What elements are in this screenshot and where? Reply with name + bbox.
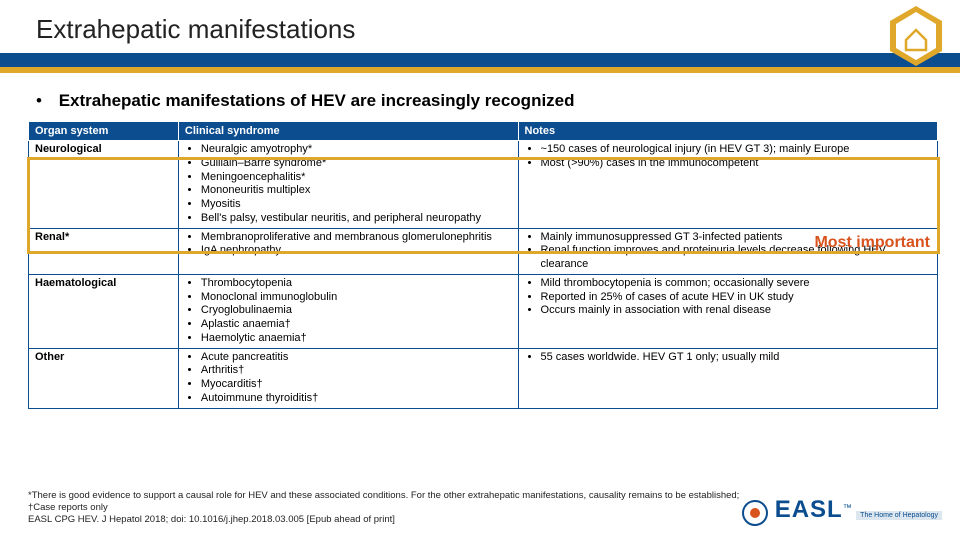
list-item: Monoclonal immunoglobulin: [201, 291, 512, 305]
slide-title-bar: Extrahepatic manifestations: [0, 0, 960, 53]
list-item: Most (>90%) cases in the immunocompetent: [541, 157, 931, 171]
list-item: Neuralgic amyotrophy*: [201, 143, 512, 157]
logo-tagline: The Home of Hepatology: [856, 511, 942, 520]
logo-text: EASL: [775, 496, 843, 523]
organ-cell: Renal*: [29, 228, 179, 274]
list-item: 55 cases worldwide. HEV GT 1 only; usual…: [541, 351, 931, 365]
easl-logo: EASL™ The Home of Hepatology: [740, 496, 942, 528]
list-item: ~150 cases of neurological injury (in HE…: [541, 143, 931, 157]
footnote-line-2: †Case reports only: [28, 502, 788, 514]
notes-cell: Mild thrombocytopenia is common; occasio…: [518, 274, 937, 348]
list-item: Occurs mainly in association with renal …: [541, 304, 931, 318]
list-item: Myocarditis†: [201, 378, 512, 392]
list-item: Aplastic anaemia†: [201, 318, 512, 332]
table-header-row: Organ system Clinical syndrome Notes: [29, 122, 938, 141]
table-row: OtherAcute pancreatitisArthritis†Myocard…: [29, 348, 938, 408]
list-item: Haemolytic anaemia†: [201, 332, 512, 346]
list-item: Mononeuritis multiplex: [201, 184, 512, 198]
footnote-block: *There is good evidence to support a cau…: [28, 490, 788, 526]
table-row: Renal* Membranoproliferative and membrano…: [29, 228, 938, 274]
list-item: Thrombocytopenia: [201, 277, 512, 291]
notes-cell: 55 cases worldwide. HEV GT 1 only; usual…: [518, 348, 937, 408]
col-notes: Notes: [518, 122, 937, 141]
syndrome-cell: Neuralgic amyotrophy*Guillain–Barré synd…: [178, 141, 518, 229]
list-item: Acute pancreatitis: [201, 351, 512, 365]
table-row: HaematologicalThrombocytopeniaMonoclonal…: [29, 274, 938, 348]
home-hexagon-icon[interactable]: [884, 4, 948, 68]
notes-cell: ~150 cases of neurological injury (in HE…: [518, 141, 937, 229]
footnote-line-3: EASL CPG HEV. J Hepatol 2018; doi: 10.10…: [28, 514, 788, 526]
col-organ: Organ system: [29, 122, 179, 141]
most-important-annotation: Most important: [814, 234, 930, 252]
syndrome-cell: Membranoproliferative and membranous glo…: [178, 228, 518, 274]
list-item: IgA nephropathy: [201, 244, 512, 258]
list-item: Bell's palsy, vestibular neuritis, and p…: [201, 212, 512, 226]
list-item: Cryoglobulinaemia: [201, 304, 512, 318]
bullet-icon: •: [36, 91, 42, 110]
manifestations-table: Organ system Clinical syndrome Notes Neu…: [28, 121, 938, 409]
col-syndrome: Clinical syndrome: [178, 122, 518, 141]
organ-cell: Neurological: [29, 141, 179, 229]
footnote-line-1: *There is good evidence to support a cau…: [28, 490, 788, 502]
list-item: Autoimmune thyroiditis†: [201, 392, 512, 406]
list-item: Guillain–Barré syndrome*: [201, 157, 512, 171]
syndrome-cell: ThrombocytopeniaMonoclonal immunoglobuli…: [178, 274, 518, 348]
organ-cell: Other: [29, 348, 179, 408]
table-row: NeurologicalNeuralgic amyotrophy*Guillai…: [29, 141, 938, 229]
list-item: Myositis: [201, 198, 512, 212]
organ-cell: Haematological: [29, 274, 179, 348]
intro-text: Extrahepatic manifestations of HEV are i…: [59, 91, 575, 110]
list-item: Reported in 25% of cases of acute HEV in…: [541, 291, 931, 305]
list-item: Meningoencephalitis*: [201, 171, 512, 185]
intro-line: • Extrahepatic manifestations of HEV are…: [0, 73, 960, 121]
divider-blue: [0, 53, 960, 67]
list-item: Arthritis†: [201, 364, 512, 378]
list-item: Mild thrombocytopenia is common; occasio…: [541, 277, 931, 291]
list-item: Membranoproliferative and membranous glo…: [201, 231, 512, 245]
slide-title: Extrahepatic manifestations: [36, 14, 355, 44]
syndrome-cell: Acute pancreatitisArthritis†Myocarditis†…: [178, 348, 518, 408]
